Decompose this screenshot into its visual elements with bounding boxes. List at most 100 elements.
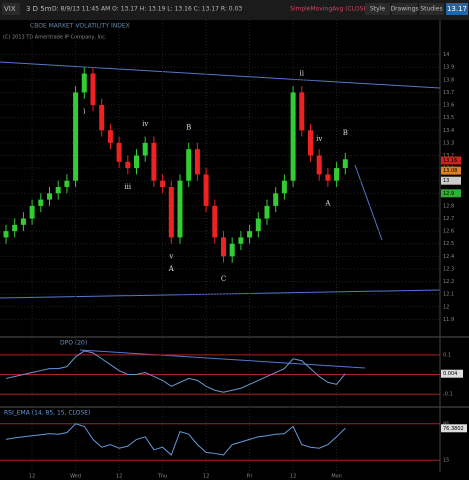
toolbar-button[interactable] xyxy=(365,3,390,15)
oscillator-line xyxy=(5,423,346,456)
price-badge xyxy=(441,176,461,185)
price-badge xyxy=(441,166,461,175)
y-tick-label: 13.5 xyxy=(443,115,454,121)
y-tick-label: 12.4 xyxy=(443,254,454,260)
candle-body xyxy=(116,142,122,162)
price-badge xyxy=(441,156,461,165)
wave-label: B xyxy=(186,124,191,132)
toolbar-button[interactable] xyxy=(392,3,417,15)
candle-body xyxy=(38,199,44,206)
y-tick-label: 12.3 xyxy=(443,266,454,272)
candle-body xyxy=(55,187,61,194)
y-tick-label: 13.6 xyxy=(443,103,454,109)
candle-body xyxy=(12,224,18,232)
x-tick-label: Fri xyxy=(247,474,253,480)
candle-body xyxy=(3,231,9,238)
symbol: VIX xyxy=(4,5,16,13)
wave-label: iv xyxy=(316,135,322,143)
wave-label: ii xyxy=(300,70,305,78)
candle-body xyxy=(134,155,139,169)
y-tick-label: 13.4 xyxy=(443,128,454,134)
candle-body xyxy=(29,205,35,219)
candle-body xyxy=(107,130,113,143)
candle-body xyxy=(194,149,200,175)
x-tick-label: Thu xyxy=(157,474,167,480)
price-badge-label: 13 xyxy=(443,178,449,184)
candle-body xyxy=(47,193,52,200)
osc-title: DPO (20) xyxy=(60,340,87,347)
y-tick-label: 13.2 xyxy=(443,153,454,159)
toolbar xyxy=(0,0,469,20)
company: CBOE MARKET VOLATILITY INDEX xyxy=(30,23,130,30)
candle-body xyxy=(290,92,296,181)
candle-body xyxy=(247,231,253,238)
candle-body xyxy=(81,73,87,93)
wave-label: iii xyxy=(124,183,131,191)
period: 3 D 5m xyxy=(26,5,52,13)
y-tick-label: 11.9 xyxy=(443,317,454,323)
y-tick-label: 15 xyxy=(443,458,449,464)
toolbar-button[interactable] xyxy=(419,3,444,15)
last-value-box xyxy=(441,424,467,433)
x-tick-label: 12 xyxy=(290,474,296,480)
trend-line xyxy=(0,61,441,89)
toolbar-button-label: Drawings xyxy=(390,6,418,13)
candle-body xyxy=(203,174,209,206)
y-tick-label: 13.9 xyxy=(443,65,454,71)
candle-body xyxy=(334,168,340,181)
last-value-box xyxy=(441,369,463,378)
candle-body xyxy=(186,149,192,181)
candle-body xyxy=(308,130,313,156)
y-tick-label: 12.8 xyxy=(443,203,454,209)
last-value-label: 76.3802 xyxy=(443,426,464,432)
candle-body xyxy=(255,218,261,232)
candle-body xyxy=(273,193,279,206)
wave-label: A xyxy=(324,199,331,207)
ohlc: D: 8/9/13 11:45 AM O: 13.17 H: 13.19 L: … xyxy=(52,6,242,13)
candle-body xyxy=(221,237,226,257)
wave-label: C xyxy=(221,275,226,283)
candle-body xyxy=(151,142,157,181)
wave-label: iv xyxy=(142,120,148,128)
y-tick-label: 12.2 xyxy=(443,279,454,285)
last-price: 13.17 xyxy=(447,5,467,13)
candle-body xyxy=(238,237,244,244)
y-tick-label: 12.7 xyxy=(443,216,454,222)
wave-label: i xyxy=(83,107,86,115)
candle-body xyxy=(142,142,148,156)
price-badge xyxy=(441,189,461,198)
y-tick-label: 12.5 xyxy=(443,241,454,247)
y-tick-label: 14 xyxy=(443,52,449,58)
candle-body xyxy=(299,92,305,131)
toolbar-button-label: Studies xyxy=(420,6,442,13)
trend-line xyxy=(0,289,441,299)
symbol-box[interactable] xyxy=(2,3,20,15)
wave-label: A xyxy=(168,265,175,273)
candle-body xyxy=(229,243,235,257)
price-badge-label: 13.16 xyxy=(443,158,457,164)
toolbar-button-label: Style xyxy=(370,6,385,13)
y-tick-label: 13.8 xyxy=(443,77,454,83)
last-value-label: 0.004 xyxy=(443,371,457,377)
candle-body xyxy=(90,73,96,106)
study: SimpleMovingAvg (CLOSE, 200, 0, no) xyxy=(290,6,404,13)
x-tick-label: 12 xyxy=(29,474,35,480)
candle-body xyxy=(316,155,322,175)
y-tick-label: 12.6 xyxy=(443,229,454,235)
candle-body xyxy=(281,180,287,194)
oscillator-line xyxy=(5,350,346,393)
rsi-title: RSI_EMA (14, 85, 15, CLOSE) xyxy=(4,410,90,417)
candle-body xyxy=(99,105,105,131)
wave-label: B xyxy=(343,129,348,137)
x-tick-label: Mon xyxy=(331,474,342,480)
price-badge-label: 12.9 xyxy=(443,191,454,197)
last-box xyxy=(446,3,468,15)
candle-body xyxy=(125,161,131,169)
y-tick-label: 12 xyxy=(443,304,449,310)
y-tick-label: 13.3 xyxy=(443,140,454,146)
price-badge-label: 13.08 xyxy=(443,168,457,174)
x-tick-label: Wed xyxy=(70,474,81,480)
candle-body xyxy=(168,187,174,238)
wave-label: v xyxy=(168,252,173,260)
